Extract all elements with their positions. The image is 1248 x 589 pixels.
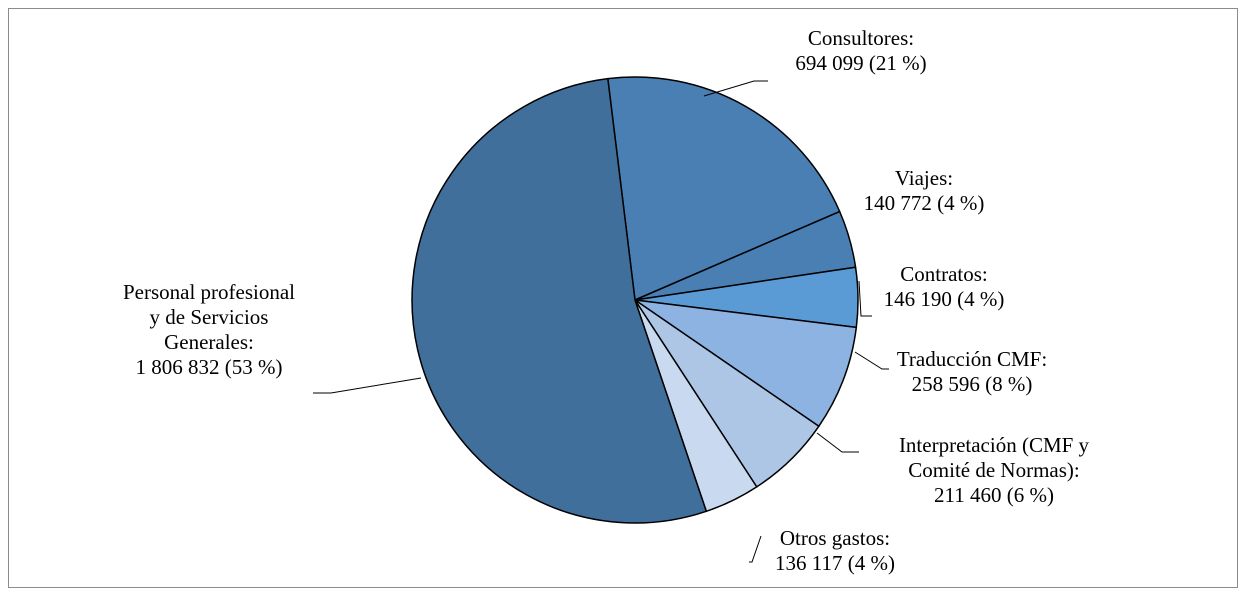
data-label-line: Generales:	[164, 330, 254, 354]
data-label: Otros gastos: 136 117 (4 %)	[775, 526, 895, 575]
data-label-line: 211 460 (6 %)	[934, 483, 1054, 507]
leader-line	[858, 280, 872, 317]
data-label-line: Personal profesional	[123, 280, 295, 304]
pie-slice-consultores	[607, 76, 841, 301]
data-label-line: 140 772 (4 %)	[864, 191, 985, 215]
leader-line	[703, 80, 768, 97]
leader-line	[854, 351, 889, 370]
pie-slice-personal-profesional-y-de-servicios-generales	[411, 77, 708, 524]
data-label-line: Contratos:	[900, 262, 988, 286]
pie-slices	[411, 76, 859, 524]
leader-line	[816, 432, 859, 453]
leader-lines	[313, 80, 889, 563]
data-label-line: 136 117 (4 %)	[775, 551, 895, 575]
data-labels: Consultores: 694 099 (21 %) Viajes: 140 772…	[123, 26, 1090, 575]
leader-line	[313, 377, 422, 394]
data-label-line: Comité de Normas):	[908, 458, 1079, 482]
data-label-line: y de Servicios	[150, 305, 269, 329]
data-label-line: Traducción CMF:	[897, 347, 1047, 371]
data-label-line: Consultores:	[808, 26, 914, 50]
data-label-line: Viajes:	[895, 166, 953, 190]
data-label-line: 694 099 (21 %)	[795, 51, 926, 75]
leader-line	[749, 535, 762, 563]
chart-frame: Consultores: 694 099 (21 %) Viajes: 140 772…	[8, 8, 1238, 588]
data-label: Consultores: 694 099 (21 %)	[795, 26, 926, 75]
data-label: Contratos: 146 190 (4 %)	[884, 262, 1005, 311]
data-label-line: 146 190 (4 %)	[884, 287, 1005, 311]
data-label-line: 258 596 (8 %)	[912, 372, 1033, 396]
data-label: Personal profesional y de Servicios Genera…	[123, 280, 295, 379]
data-label: Interpretación (CMF y Comité de Normas): 2…	[899, 433, 1090, 507]
data-label: Traducción CMF: 258 596 (8 %)	[897, 347, 1047, 396]
data-label-line: Interpretación (CMF y	[899, 433, 1090, 457]
pie-chart: Consultores: 694 099 (21 %) Viajes: 140 772…	[123, 26, 1090, 575]
data-label-line: 1 806 832 (53 %)	[136, 355, 283, 379]
data-label: Viajes: 140 772 (4 %)	[864, 166, 985, 215]
pie-slice-traducción-cmf	[634, 299, 858, 428]
data-label-line: Otros gastos:	[780, 526, 890, 550]
